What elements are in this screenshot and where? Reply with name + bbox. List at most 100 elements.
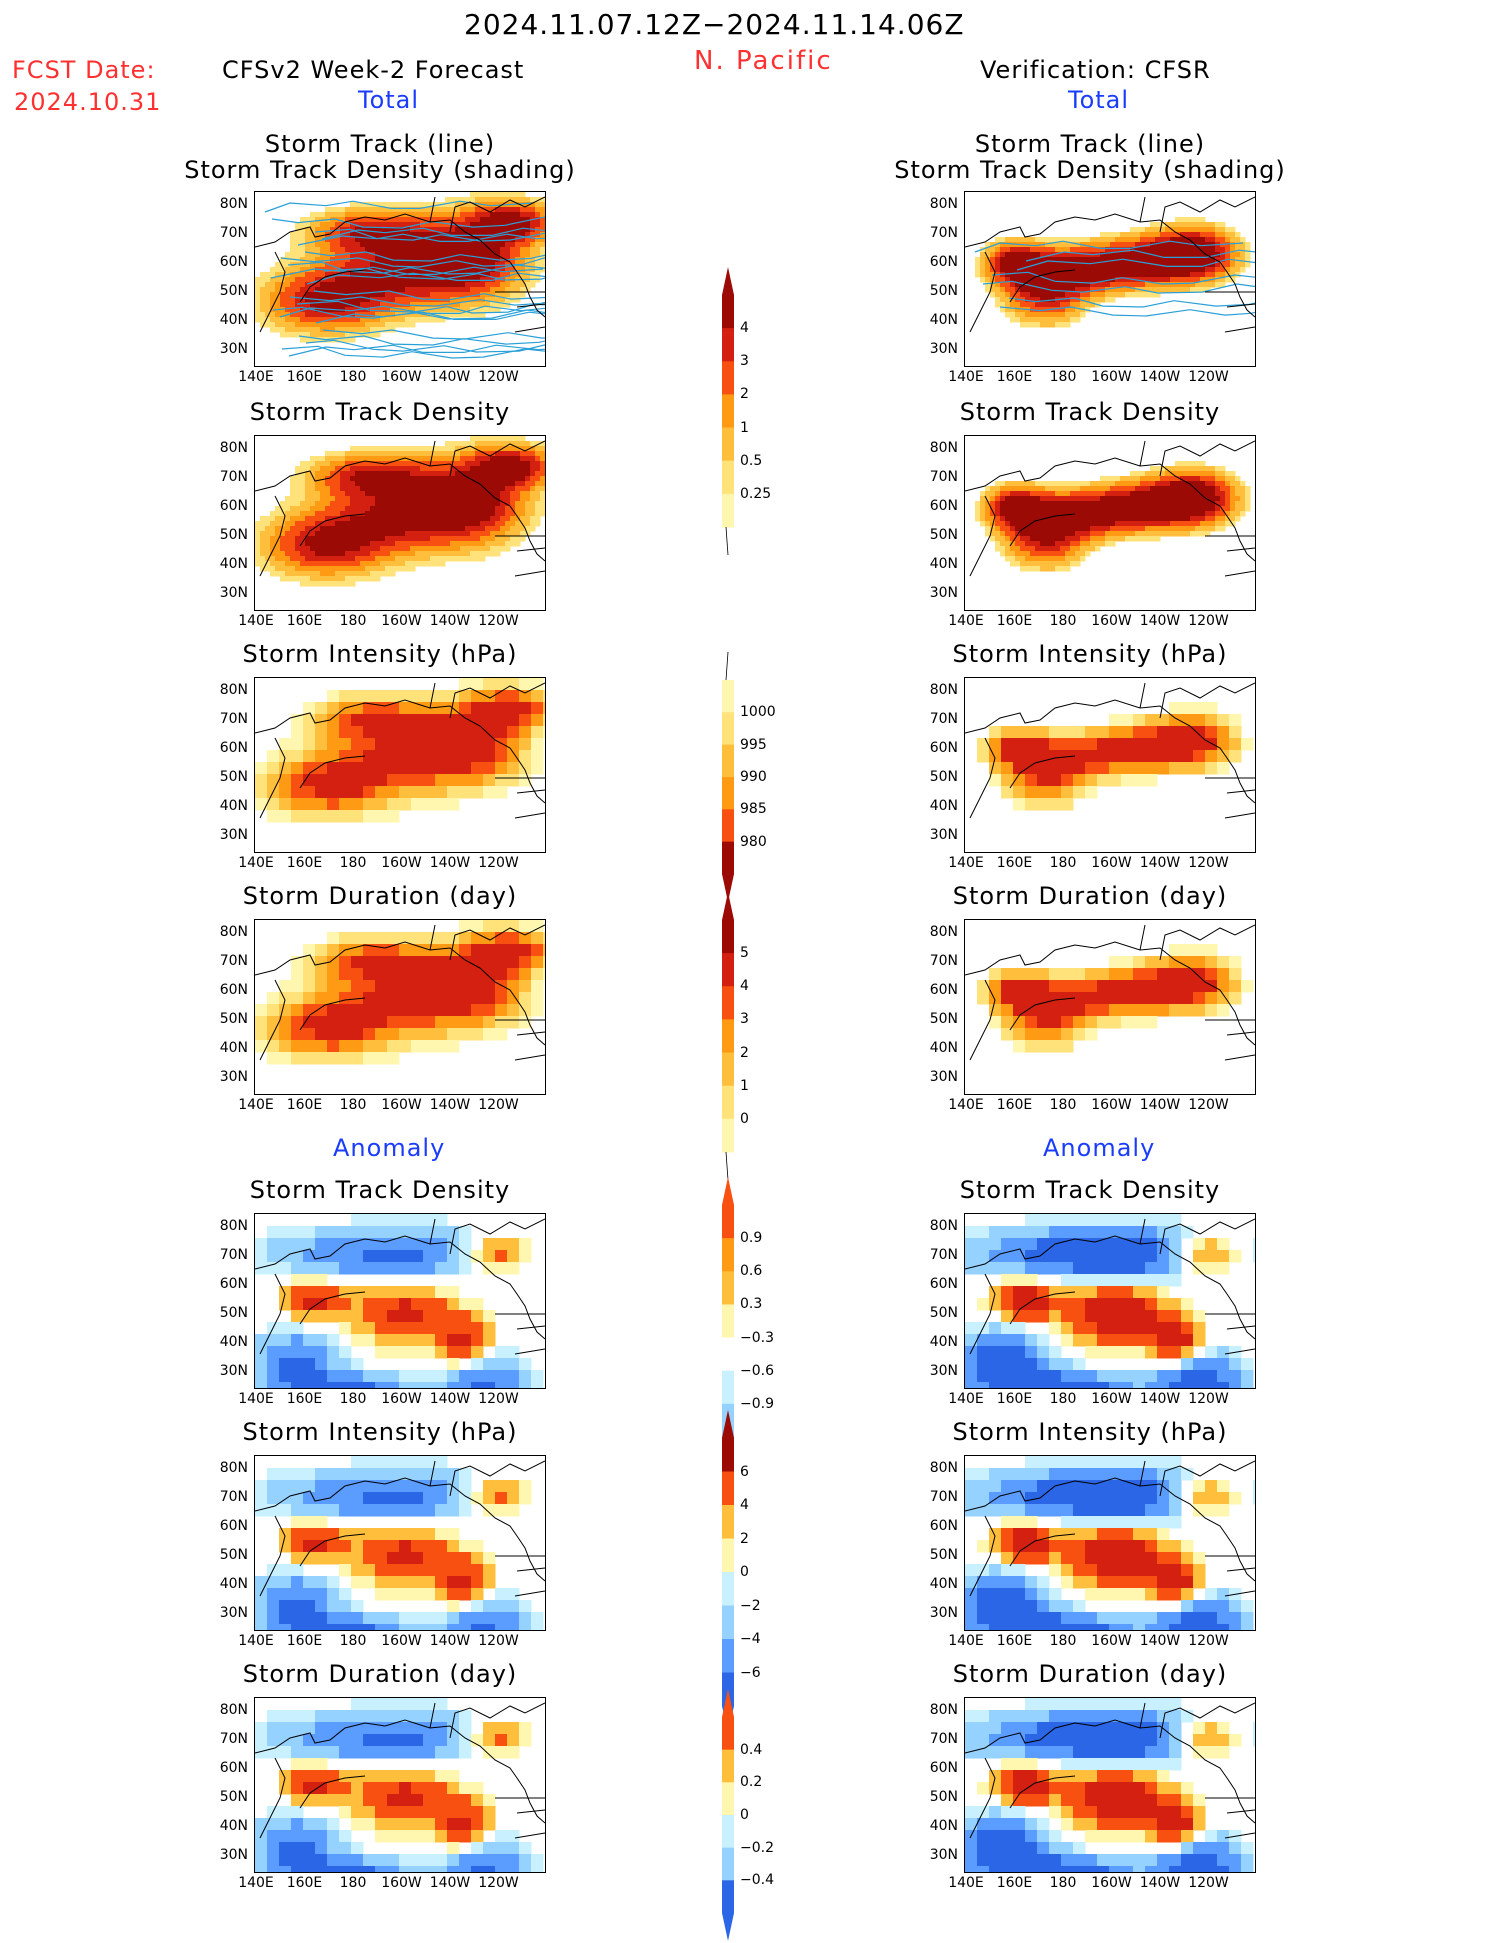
colorbar-tick-label: 3 (740, 1011, 749, 1027)
lat-tick-label: 40N (212, 1334, 248, 1350)
lon-tick-label: 120W (1179, 613, 1239, 629)
lat-tick-label: 70N (922, 1731, 958, 1747)
lat-tick-label: 30N (922, 1605, 958, 1621)
colorbar-tick-label: 4 (740, 320, 749, 336)
right-duration-map (964, 919, 1256, 1095)
lat-tick-label: 30N (922, 1363, 958, 1379)
left-total-label: Total (358, 86, 419, 114)
lat-tick-label: 40N (212, 1818, 248, 1834)
lat-tick-label: 80N (922, 924, 958, 940)
lon-tick-label: 120W (469, 1875, 529, 1891)
lat-tick-label: 50N (922, 769, 958, 785)
lat-tick-label: 60N (922, 1760, 958, 1776)
lat-tick-label: 30N (212, 341, 248, 357)
left-panel1-title-a: Storm Track (line) (165, 130, 595, 158)
colorbar-tick-label: 0.9 (740, 1230, 762, 1246)
density-total-colorbar (714, 265, 744, 557)
right-anom-duration-title: Storm Duration (day) (875, 1660, 1305, 1688)
lat-tick-label: 70N (212, 711, 248, 727)
lat-tick-label: 60N (212, 1276, 248, 1292)
colorbar-tick-label: −0.6 (740, 1363, 774, 1379)
right-total-label: Total (1068, 86, 1129, 114)
forecast-column-title: CFSv2 Week-2 Forecast (222, 56, 524, 84)
lat-tick-label: 40N (922, 1818, 958, 1834)
lat-tick-label: 50N (212, 1011, 248, 1027)
lat-tick-label: 60N (922, 982, 958, 998)
lat-tick-label: 40N (922, 798, 958, 814)
lat-tick-label: 80N (922, 1218, 958, 1234)
region-label: N. Pacific (694, 46, 833, 76)
lon-tick-label: 120W (1179, 369, 1239, 385)
colorbar-tick-label: 0.5 (740, 453, 762, 469)
lat-tick-label: 50N (212, 1305, 248, 1321)
colorbar-tick-label: 0.2 (740, 1774, 762, 1790)
lat-tick-label: 30N (212, 1363, 248, 1379)
lat-tick-label: 50N (922, 1789, 958, 1805)
lat-tick-label: 70N (212, 469, 248, 485)
colorbar-tick-label: 995 (740, 737, 767, 753)
lat-tick-label: 40N (212, 312, 248, 328)
colorbar-tick-label: 4 (740, 1497, 749, 1513)
left-anom-density-title: Storm Track Density (165, 1176, 595, 1204)
colorbar-tick-label: 1000 (740, 704, 776, 720)
colorbar-tick-label: 0.25 (740, 486, 771, 502)
colorbar-tick-label: 0.3 (740, 1296, 762, 1312)
lon-tick-label: 120W (1179, 855, 1239, 871)
colorbar-tick-label: 1 (740, 1078, 749, 1094)
colorbar-tick-label: 2 (740, 1531, 749, 1547)
lat-tick-label: 60N (922, 1518, 958, 1534)
lat-tick-label: 70N (212, 953, 248, 969)
lat-tick-label: 60N (922, 498, 958, 514)
lat-tick-label: 40N (212, 1040, 248, 1056)
lat-tick-label: 70N (922, 225, 958, 241)
lat-tick-label: 30N (212, 585, 248, 601)
lat-tick-label: 30N (922, 1847, 958, 1863)
left-intensity-title: Storm Intensity (hPa) (165, 640, 595, 668)
lat-tick-label: 70N (922, 1489, 958, 1505)
left-duration-title: Storm Duration (day) (165, 882, 595, 910)
lat-tick-label: 40N (212, 1576, 248, 1592)
lat-tick-label: 80N (922, 440, 958, 456)
lon-tick-label: 120W (1179, 1633, 1239, 1649)
left-anomaly-label: Anomaly (333, 1134, 445, 1162)
duration-total-colorbar (714, 890, 744, 1182)
lon-tick-label: 120W (469, 1097, 529, 1113)
lat-tick-label: 80N (922, 1460, 958, 1476)
lat-tick-label: 70N (212, 225, 248, 241)
lat-tick-label: 30N (922, 1069, 958, 1085)
right-anom-intensity-map (964, 1455, 1256, 1631)
colorbar-tick-label: 1 (740, 420, 749, 436)
left-intensity-map (254, 677, 546, 853)
lat-tick-label: 50N (212, 769, 248, 785)
right-anom-density-map (964, 1213, 1256, 1389)
lat-tick-label: 50N (212, 527, 248, 543)
lat-tick-label: 80N (922, 682, 958, 698)
lat-tick-label: 40N (212, 798, 248, 814)
verification-column-title: Verification: CFSR (980, 56, 1211, 84)
lat-tick-label: 80N (212, 196, 248, 212)
colorbar-tick-label: −2 (740, 1598, 761, 1614)
right-anomaly-label: Anomaly (1043, 1134, 1155, 1162)
lat-tick-label: 60N (922, 1276, 958, 1292)
lon-tick-label: 120W (469, 369, 529, 385)
lat-tick-label: 80N (212, 1460, 248, 1476)
colorbar-tick-label: 0.4 (740, 1742, 762, 1758)
lat-tick-label: 80N (212, 1702, 248, 1718)
colorbar-tick-label: −4 (740, 1631, 761, 1647)
lat-tick-label: 70N (922, 953, 958, 969)
colorbar-tick-label: 5 (740, 945, 749, 961)
fcst-date-value: 2024.10.31 (14, 88, 161, 116)
lat-tick-label: 50N (212, 283, 248, 299)
colorbar-tick-label: 980 (740, 834, 767, 850)
left-density-map (254, 435, 546, 611)
right-panel1-title-b: Storm Track Density (shading) (875, 156, 1305, 184)
lat-tick-label: 40N (922, 1040, 958, 1056)
lat-tick-label: 80N (212, 1218, 248, 1234)
lat-tick-label: 70N (212, 1247, 248, 1263)
right-duration-title: Storm Duration (day) (875, 882, 1305, 910)
left-anom-duration-title: Storm Duration (day) (165, 1660, 595, 1688)
lat-tick-label: 60N (212, 254, 248, 270)
lat-tick-label: 50N (922, 1305, 958, 1321)
lat-tick-label: 40N (212, 556, 248, 572)
lat-tick-label: 80N (212, 924, 248, 940)
